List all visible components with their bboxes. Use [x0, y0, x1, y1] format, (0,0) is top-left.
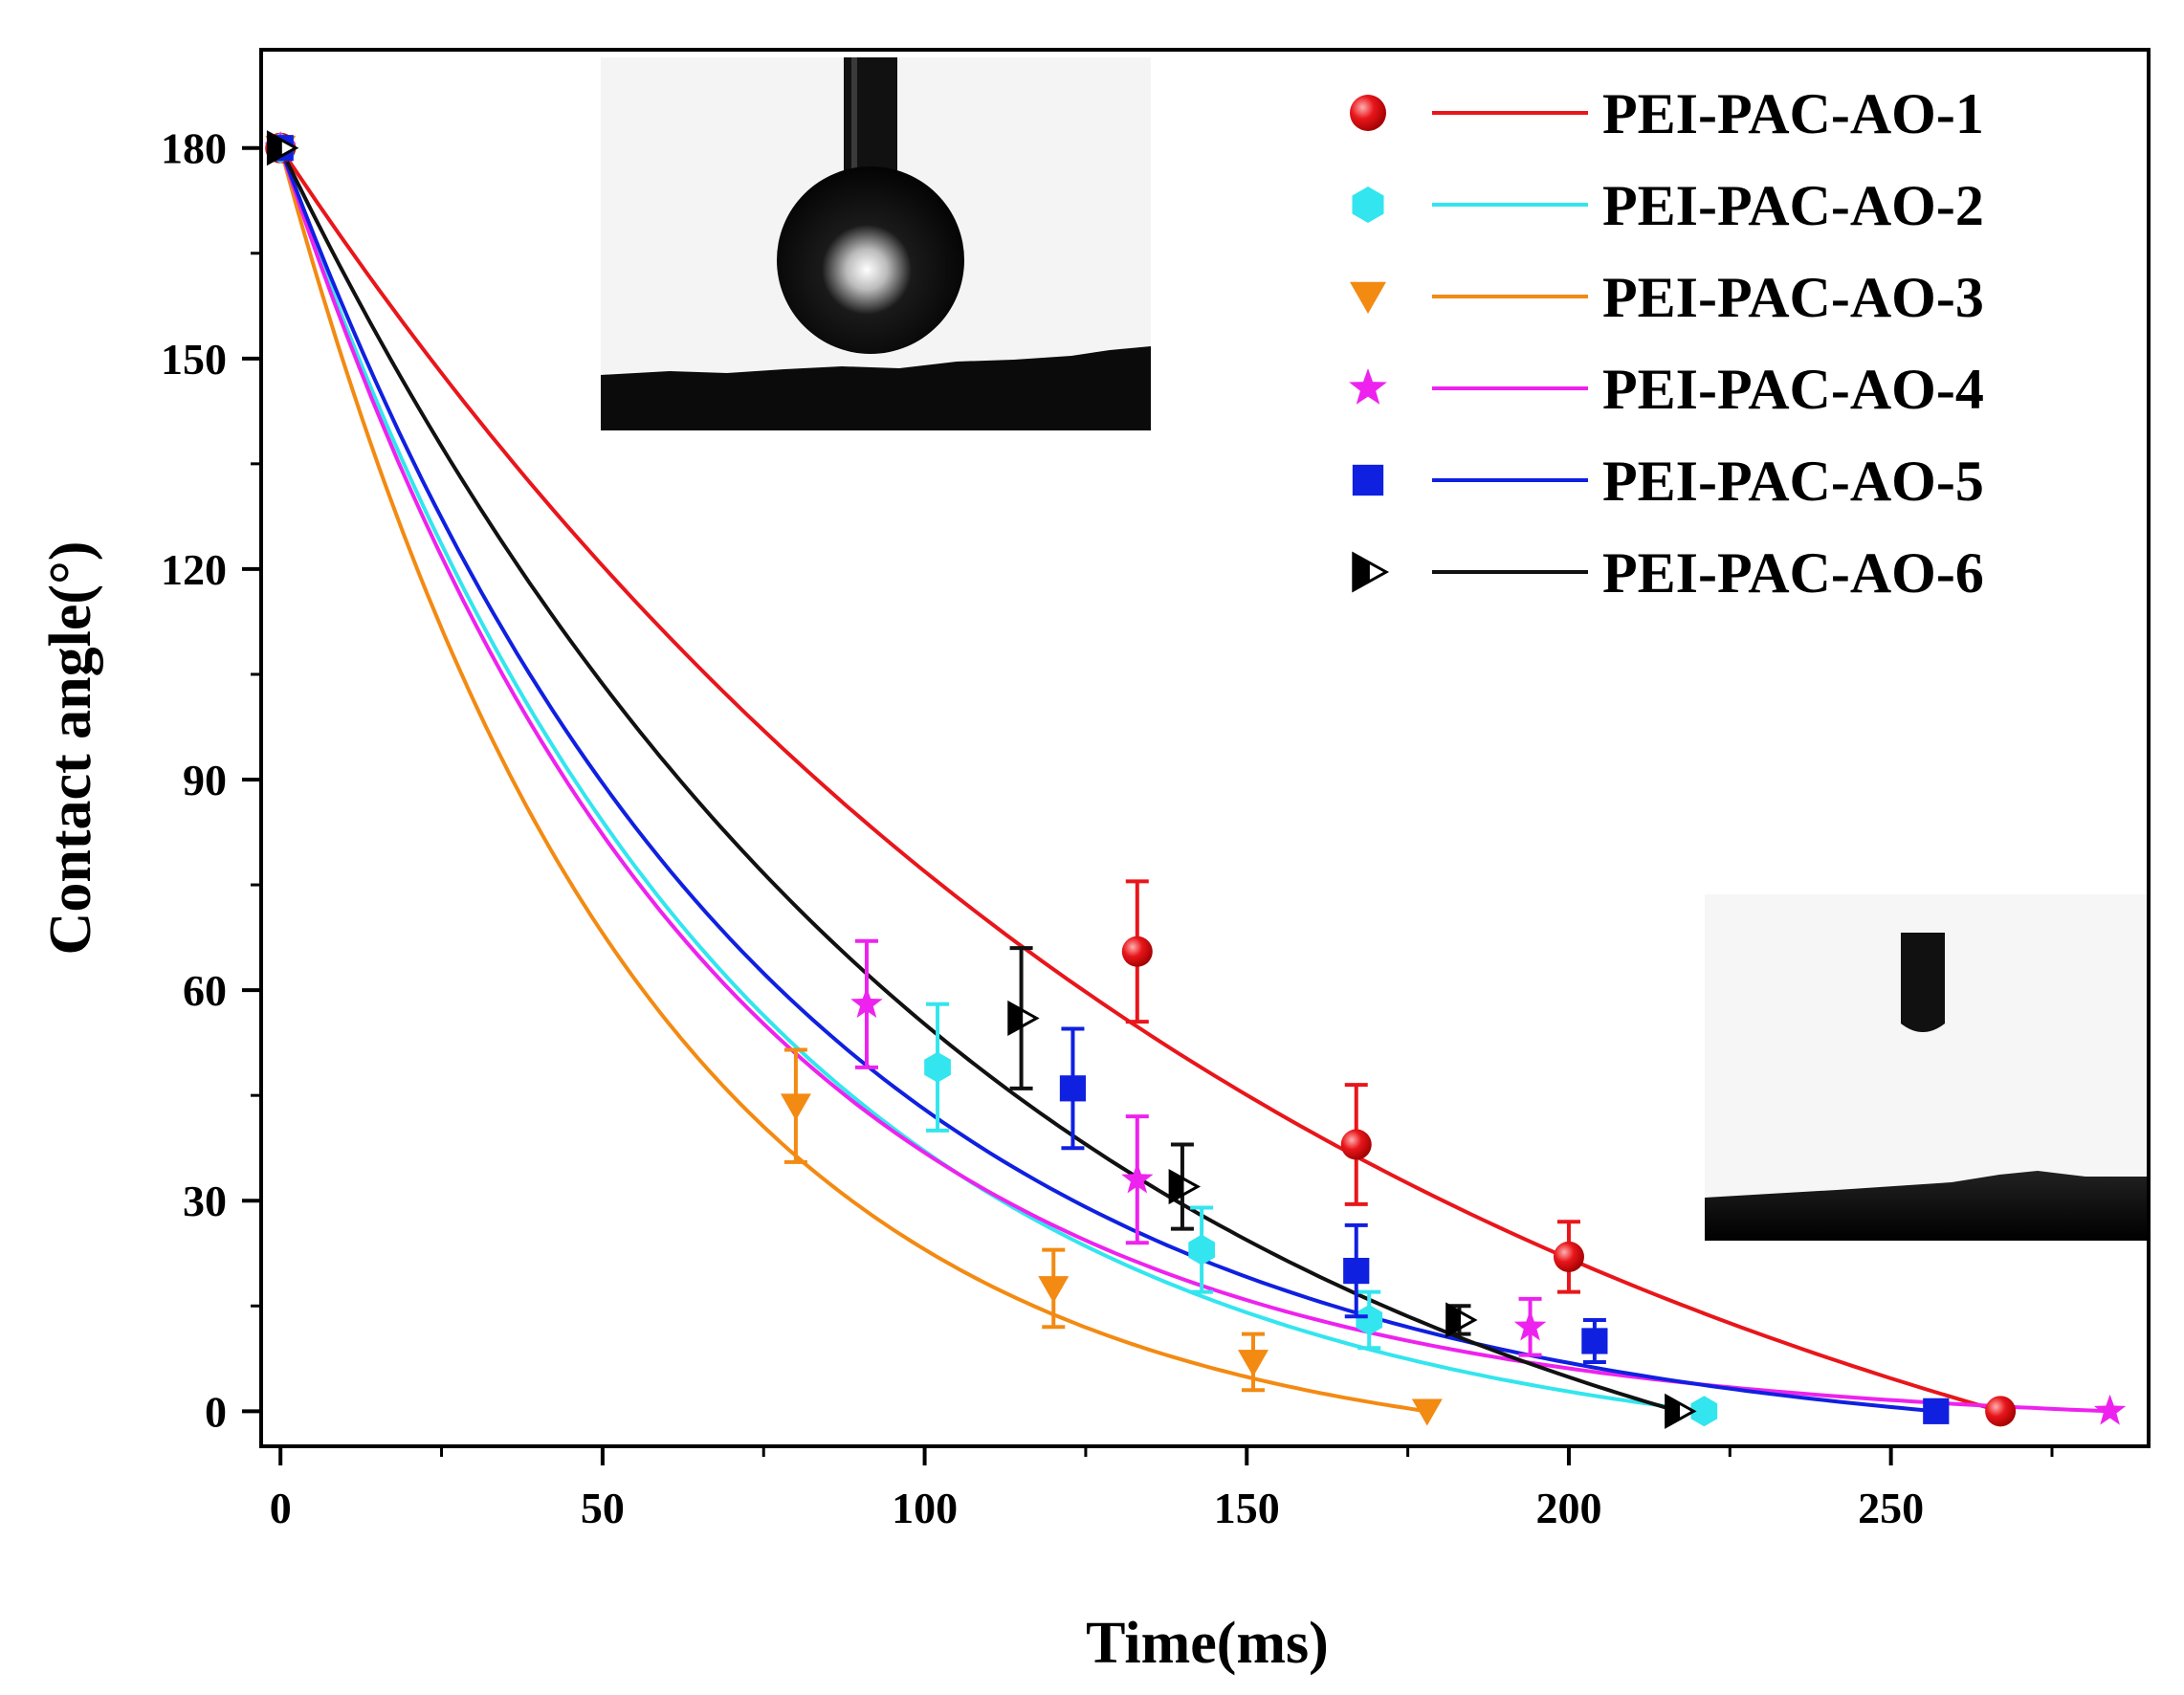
- fit-line-pei-pac-ao-4: [278, 147, 2110, 1414]
- fit-line-pei-pac-ao-1: [278, 146, 2001, 1414]
- fit-lines: [278, 146, 2110, 1414]
- x-tick-label: 50: [581, 1484, 625, 1532]
- data-point-pei-pac-ao-5: [1923, 1398, 1950, 1424]
- data-point-pei-pac-ao-2: [1690, 1396, 1718, 1427]
- axes: 0 50 100 150 200 250 0 30 60 90 120 150 180: [161, 124, 2054, 1532]
- data-point-pei-pac-ao-6: [1007, 946, 1040, 1090]
- inset-droplet-after-spreading: [1705, 894, 2147, 1241]
- data-point-pei-pac-ao-6: [266, 130, 299, 166]
- data-point-pei-pac-ao-2: [1356, 1289, 1383, 1351]
- data-point-pei-pac-ao-6: [1445, 1302, 1478, 1338]
- y-tick-label: 120: [161, 545, 227, 594]
- legend-label-pei-pac-ao-1: PEI-PAC-AO-1: [1602, 82, 1984, 145]
- data-point-pei-pac-ao-4: [2093, 1394, 2127, 1425]
- legend-item-pei-pac-ao-3: PEI-PAC-AO-3: [1350, 266, 1984, 329]
- fit-line-pei-pac-ao-5: [278, 146, 1936, 1414]
- legend-label-pei-pac-ao-3: PEI-PAC-AO-3: [1602, 266, 1984, 329]
- data-point-pei-pac-ao-5: [1059, 1026, 1087, 1151]
- data-point-pei-pac-ao-1: [1985, 1396, 2017, 1427]
- y-axis-label: Contact angle(°): [38, 541, 103, 956]
- x-tick-label: 0: [270, 1484, 292, 1532]
- data-point-pei-pac-ao-2: [1188, 1205, 1215, 1294]
- legend-label-pei-pac-ao-4: PEI-PAC-AO-4: [1602, 358, 1984, 421]
- y-tick-label: 0: [205, 1387, 227, 1436]
- legend-item-pei-pac-ao-2: PEI-PAC-AO-2: [1352, 174, 1984, 237]
- x-axis-label: Time(ms): [1086, 1611, 1329, 1676]
- legend-marker-pei-pac-ao-2: [1352, 187, 1384, 223]
- legend-marker-pei-pac-ao-3: [1350, 281, 1386, 315]
- data-point-pei-pac-ao-6: [1665, 1393, 1697, 1429]
- x-tick-label: 200: [1535, 1484, 1601, 1532]
- legend-marker-pei-pac-ao-4: [1349, 368, 1387, 405]
- data-point-pei-pac-ao-5: [1581, 1317, 1608, 1364]
- data-point-pei-pac-ao-1: [1553, 1220, 1584, 1294]
- data-point-pei-pac-ao-6: [1168, 1142, 1202, 1231]
- y-tick-label: 90: [183, 756, 227, 804]
- y-tick-label: 150: [161, 335, 227, 384]
- data-point-pei-pac-ao-3: [780, 1047, 811, 1164]
- y-tick-label: 60: [183, 966, 227, 1015]
- data-points: [264, 130, 2127, 1429]
- data-point-pei-pac-ao-3: [1038, 1247, 1070, 1330]
- fit-line-pei-pac-ao-3: [278, 147, 1428, 1414]
- y-tick-label: 180: [161, 124, 227, 173]
- data-point-pei-pac-ao-4: [1121, 1114, 1154, 1245]
- legend-marker-pei-pac-ao-6: [1352, 551, 1390, 593]
- x-tick-label: 150: [1214, 1484, 1280, 1532]
- data-point-pei-pac-ao-1: [1340, 1083, 1372, 1206]
- data-point-pei-pac-ao-3: [1411, 1398, 1443, 1426]
- data-point-pei-pac-ao-4: [1513, 1296, 1547, 1357]
- data-point-pei-pac-ao-4: [850, 938, 883, 1069]
- legend: PEI-PAC-AO-1 PEI-PAC-AO-2 PEI-PAC-AO-3 PEI-…: [1349, 82, 1984, 605]
- legend-item-pei-pac-ao-5: PEI-PAC-AO-5: [1352, 450, 1984, 513]
- data-point-pei-pac-ao-2: [924, 1002, 951, 1133]
- legend-label-pei-pac-ao-2: PEI-PAC-AO-2: [1602, 174, 1984, 237]
- x-tick-label: 250: [1858, 1484, 1924, 1532]
- legend-marker-pei-pac-ao-5: [1352, 464, 1384, 496]
- legend-item-pei-pac-ao-4: PEI-PAC-AO-4: [1349, 358, 1984, 421]
- inset-droplet-before-contact: [601, 57, 1151, 430]
- data-point-pei-pac-ao-3: [1238, 1332, 1269, 1393]
- legend-item-pei-pac-ao-1: PEI-PAC-AO-1: [1350, 82, 1984, 145]
- legend-label-pei-pac-ao-6: PEI-PAC-AO-6: [1602, 541, 1984, 605]
- legend-label-pei-pac-ao-5: PEI-PAC-AO-5: [1602, 450, 1984, 513]
- x-tick-label: 100: [892, 1484, 958, 1532]
- fit-line-pei-pac-ao-6: [278, 146, 1679, 1414]
- data-point-pei-pac-ao-5: [1343, 1222, 1370, 1319]
- legend-item-pei-pac-ao-6: PEI-PAC-AO-6: [1352, 541, 1984, 605]
- y-tick-label: 30: [183, 1177, 227, 1225]
- data-point-pei-pac-ao-1: [1121, 879, 1153, 1024]
- legend-marker-pei-pac-ao-1: [1350, 95, 1386, 131]
